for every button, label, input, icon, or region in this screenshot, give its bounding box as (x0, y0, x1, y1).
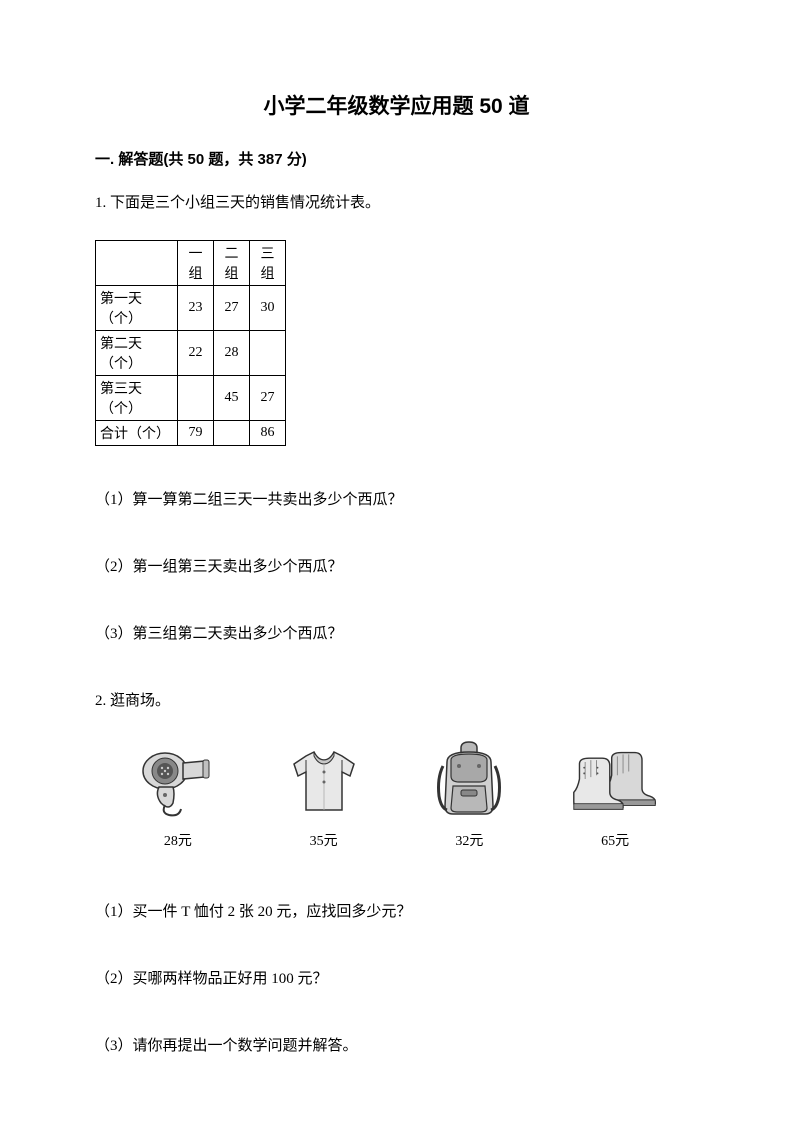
table-cell: 86 (250, 421, 286, 446)
question1-sub2: （2）第一组第三天卖出多少个西瓜？ (95, 555, 698, 576)
table-row: 第三天（个） 45 27 (96, 376, 286, 421)
question2-sub1: （1）买一件 T 恤付 2 张 20 元，应找回多少元？ (95, 900, 698, 921)
table-header: 二组 (214, 241, 250, 286)
tshirt-price: 35元 (310, 830, 338, 850)
product-shoes: 65元 (570, 740, 660, 850)
page-title: 小学二年级数学应用题 50 道 (95, 90, 698, 120)
table-header-row: 一组 二组 三组 (96, 241, 286, 286)
hairdryer-price: 28元 (164, 830, 192, 850)
table-row: 第二天（个） 22 28 (96, 331, 286, 376)
table-header: 三组 (250, 241, 286, 286)
question2-sub2: （2）买哪两样物品正好用 100 元？ (95, 967, 698, 988)
question1-intro: 1. 下面是三个小组三天的销售情况统计表。 (95, 191, 698, 212)
products-row: 28元 35元 (95, 740, 698, 850)
product-tshirt: 35元 (279, 740, 369, 850)
table-cell: 28 (214, 331, 250, 376)
table-cell: 45 (214, 376, 250, 421)
table-cell: 27 (214, 286, 250, 331)
backpack-price: 32元 (455, 830, 483, 850)
table-cell (250, 331, 286, 376)
hairdryer-icon (133, 740, 223, 820)
table-cell: 30 (250, 286, 286, 331)
shoes-icon (570, 740, 660, 820)
table-cell: 27 (250, 376, 286, 421)
sales-table: 一组 二组 三组 第一天（个） 23 27 30 第二天（个） 22 28 第三… (95, 240, 286, 446)
table-row: 第一天（个） 23 27 30 (96, 286, 286, 331)
question1-sub3: （3）第三组第二天卖出多少个西瓜？ (95, 622, 698, 643)
question2-sub3: （3）请你再提出一个数学问题并解答。 (95, 1034, 698, 1055)
table-cell: 79 (178, 421, 214, 446)
question1-sub1: （1）算一算第二组三天一共卖出多少个西瓜？ (95, 488, 698, 509)
table-cell (214, 421, 250, 446)
section-header: 一. 解答题(共 50 题，共 387 分) (95, 148, 698, 169)
table-row: 合计（个） 79 86 (96, 421, 286, 446)
product-hairdryer: 28元 (133, 740, 223, 850)
backpack-icon (424, 740, 514, 820)
question2-intro: 2. 逛商场。 (95, 689, 698, 710)
table-row-label: 第一天（个） (96, 286, 178, 331)
table-row-label: 第二天（个） (96, 331, 178, 376)
table-row-label: 合计（个） (96, 421, 178, 446)
table-row-label: 第三天（个） (96, 376, 178, 421)
table-corner (96, 241, 178, 286)
product-backpack: 32元 (424, 740, 514, 850)
shoes-price: 65元 (601, 830, 629, 850)
table-cell: 22 (178, 331, 214, 376)
table-cell: 23 (178, 286, 214, 331)
tshirt-icon (279, 740, 369, 820)
table-header: 一组 (178, 241, 214, 286)
table-cell (178, 376, 214, 421)
